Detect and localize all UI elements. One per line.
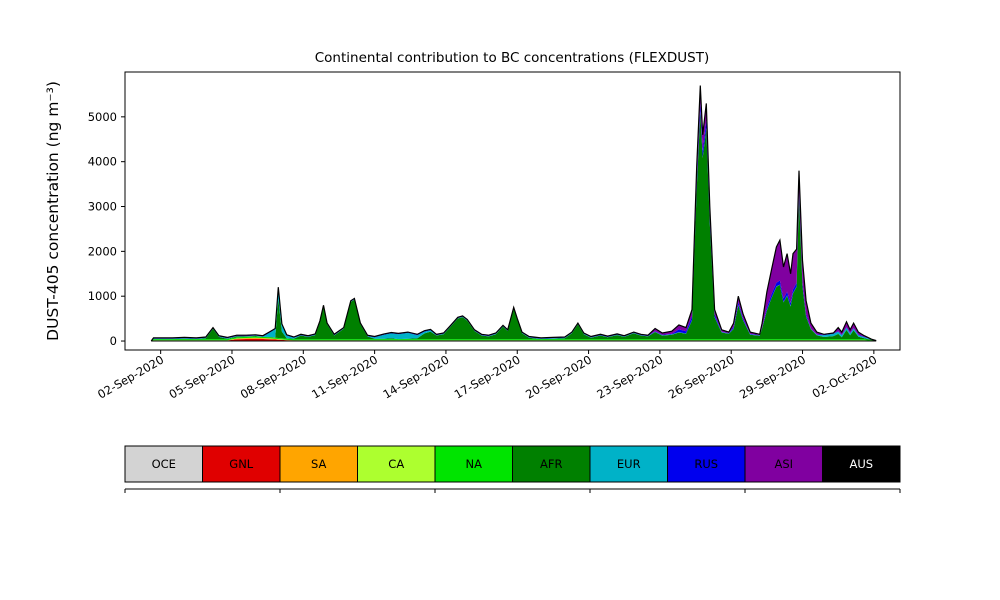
area-series-ASI xyxy=(151,85,877,341)
chart-title: Continental contribution to BC concentra… xyxy=(315,50,710,66)
legend-label-OCE: OCE xyxy=(152,457,176,471)
x-tick-label: 26-Sep-2020 xyxy=(666,352,737,401)
legend-swatch-ASI xyxy=(744,445,823,483)
legend-label-EUR: EUR xyxy=(617,457,641,471)
x-tick-label: 23-Sep-2020 xyxy=(594,352,665,401)
y-axis-label: DUST-405 concentration (ng m⁻³) xyxy=(44,81,62,341)
legend-swatch-CA xyxy=(357,445,436,483)
legend-label-GNL: GNL xyxy=(229,457,254,471)
legend-swatch-EUR xyxy=(589,445,668,483)
x-tick-label: 02-Oct-2020 xyxy=(810,352,880,400)
legend-swatch-AUS xyxy=(822,445,901,483)
legend-label-CA: CA xyxy=(388,457,404,471)
y-tick-label: 1000 xyxy=(88,289,117,303)
legend-swatch-NA xyxy=(434,445,513,483)
legend-swatch-AFR xyxy=(512,445,591,483)
x-tick-label: 11-Sep-2020 xyxy=(309,352,380,401)
x-tick-label: 05-Sep-2020 xyxy=(167,352,238,401)
legend-swatch-GNL xyxy=(202,445,281,483)
chart-layers: 0 1000 2000 3000 4000 5000 02-Sep-2020 05-Sep-2… xyxy=(88,71,901,493)
area-series-AFR xyxy=(151,111,877,342)
legend-swatch-SA xyxy=(279,445,358,483)
y-tick-label: 2000 xyxy=(88,244,117,258)
x-tick-label: 14-Sep-2020 xyxy=(380,352,451,401)
legend-label-AUS: AUS xyxy=(849,457,873,471)
total-line xyxy=(150,85,877,342)
x-tick-label: 29-Sep-2020 xyxy=(737,352,808,401)
x-tick-label: 17-Sep-2020 xyxy=(452,352,523,401)
legend-label-NA: NA xyxy=(466,457,483,471)
legend-label-AFR: AFR xyxy=(540,457,562,471)
x-tick-label: 08-Sep-2020 xyxy=(238,352,309,401)
legend-label-RUS: RUS xyxy=(694,457,718,471)
x-tick-label: 02-Sep-2020 xyxy=(95,352,166,401)
legend-label-ASI: ASI xyxy=(774,457,793,471)
x-tick-label: 20-Sep-2020 xyxy=(523,352,594,401)
y-tick-label: 0 xyxy=(110,334,117,348)
y-tick-label: 5000 xyxy=(88,110,117,124)
area-series-CA xyxy=(151,337,877,341)
plot-border xyxy=(124,71,901,351)
y-tick-label: 3000 xyxy=(88,200,117,214)
legend-label-SA: SA xyxy=(311,457,327,471)
area-series-NA xyxy=(151,336,877,341)
legend-swatch-OCE xyxy=(124,445,203,483)
y-tick-label: 4000 xyxy=(88,155,117,169)
